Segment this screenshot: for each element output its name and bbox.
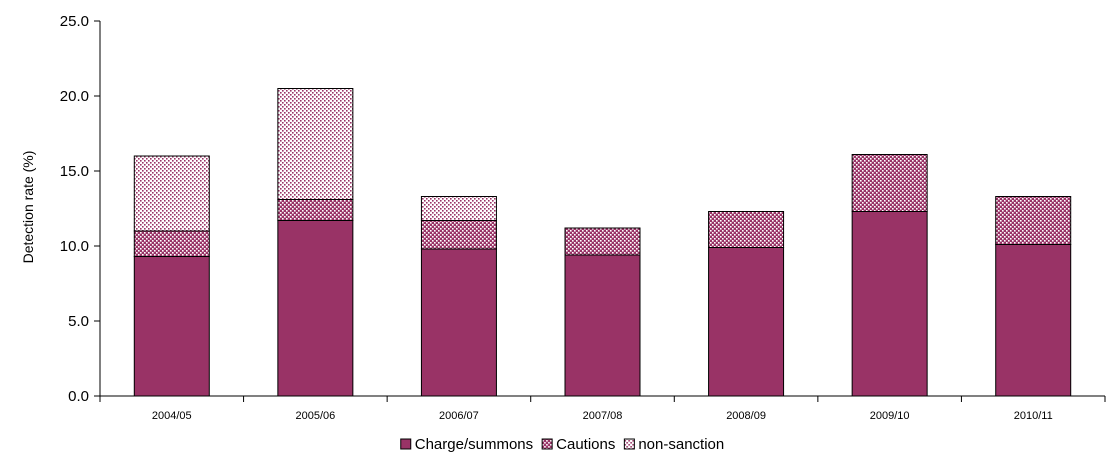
y-tick-label: 25.0 (60, 13, 89, 30)
x-tick-label: 2008/09 (726, 410, 766, 422)
bar-segment-non-sanction (420, 196, 497, 221)
bar-segment-charge-summons (708, 247, 785, 397)
bar-segment-cautions (277, 199, 354, 221)
bar-segment-charge-summons (851, 211, 928, 397)
legend-item: Cautions (541, 436, 615, 453)
x-tick-label: 2009/10 (870, 410, 910, 422)
legend-label: non-sanction (638, 436, 724, 453)
legend: Charge/summons Cautions non-sanction (400, 436, 724, 453)
y-axis: 0.0 5.0 10.0 15.0 20.0 25.0 (60, 13, 101, 405)
bar-segment-charge-summons (564, 254, 641, 397)
x-tick-label: 2010/11 (1014, 410, 1053, 422)
bar-segment-cautions (133, 230, 210, 257)
legend-swatch (400, 438, 412, 450)
legend-swatch (541, 438, 553, 450)
bar-segment-charge-summons (277, 220, 354, 397)
bar-segment-non-sanction (133, 155, 210, 232)
y-tick-label: 5.0 (68, 313, 89, 330)
x-tick-label: 2005/06 (295, 410, 335, 422)
bar-segment-charge-summons (995, 244, 1072, 397)
y-tick-label: 20.0 (60, 88, 89, 105)
x-tick-label: 2006/07 (439, 410, 479, 422)
y-axis-title: Detection rate (%) (20, 151, 36, 264)
bar-segment-charge-summons (133, 256, 210, 397)
x-axis: 2004/05 2005/06 2006/07 2007/08 2008/09 2009/… (99, 395, 1106, 422)
bar-segment-cautions (420, 220, 497, 250)
legend-label: Cautions (556, 436, 615, 453)
bar-segment-charge-summons (420, 248, 497, 397)
x-tick-label: 2007/08 (583, 410, 623, 422)
bar-segment-cautions (851, 154, 928, 212)
bar-segment-cautions (995, 196, 1072, 245)
y-tick-label: 10.0 (60, 238, 89, 255)
legend-swatch (623, 438, 635, 450)
x-tick-label: 2004/05 (152, 410, 192, 422)
legend-item: non-sanction (623, 436, 724, 453)
y-tick-label: 0.0 (68, 388, 89, 405)
bar-series-group (133, 88, 1072, 397)
bar-segment-non-sanction (277, 88, 354, 200)
legend-item: Charge/summons (400, 436, 533, 453)
bar-segment-cautions (564, 227, 641, 256)
y-tick-label: 15.0 (60, 163, 89, 180)
bar-segment-cautions (708, 211, 785, 248)
legend-label: Charge/summons (415, 436, 533, 453)
